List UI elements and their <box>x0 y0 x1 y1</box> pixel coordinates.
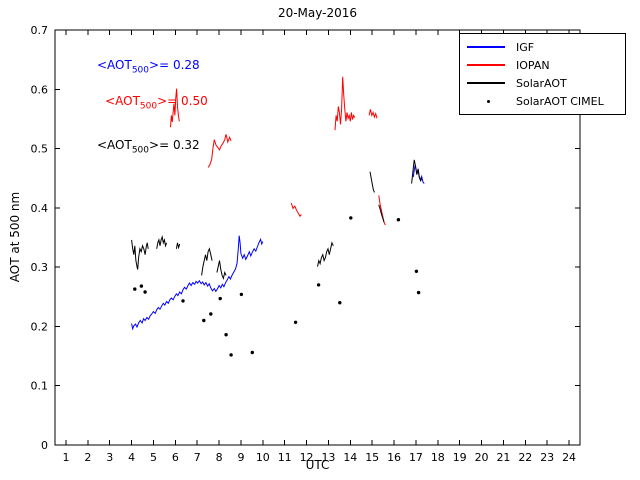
legend-entry-label: IOPAN <box>516 58 550 72</box>
legend-marker-sample <box>467 99 509 103</box>
data-point <box>349 216 353 220</box>
data-line-segment <box>170 88 180 128</box>
data-line-segment <box>131 235 264 331</box>
data-point <box>293 320 298 324</box>
x-tick-label: 13 <box>321 451 335 464</box>
x-tick-label: 3 <box>106 451 113 464</box>
x-tick-label: 23 <box>540 451 554 464</box>
y-tick-label: 0.3 <box>31 261 49 274</box>
y-tick-label: 0.7 <box>31 24 49 37</box>
data-line-segment <box>369 171 375 193</box>
legend-entry-label: IGF <box>516 40 535 54</box>
x-tick-label: 19 <box>453 451 467 464</box>
series-solaraot-cimel <box>133 216 421 357</box>
mean-aot-iopan: <AOT500>= 0.50 <box>105 94 208 112</box>
data-line-segment <box>175 242 181 250</box>
x-tick-label: 10 <box>256 451 270 464</box>
x-tick-label: 12 <box>300 451 314 464</box>
x-axis-label: UTC <box>305 458 330 472</box>
y-axis: 0 0.1 0.2 0.3 0.4 0.5 0.6 0.7 <box>31 24 580 452</box>
x-tick-label: 5 <box>150 451 157 464</box>
data-point <box>133 287 137 291</box>
x-axis: 1 2 3 4 5 6 7 8 9 10 11 12 13 14 15 16 17 18 19 20 21 22 23 24 <box>62 30 576 464</box>
data-point <box>239 292 244 297</box>
data-line-segment <box>368 109 378 119</box>
series-solaraot <box>131 159 423 281</box>
x-tick-label: 17 <box>409 451 423 464</box>
x-tick-label: 22 <box>518 451 532 464</box>
y-tick-label: 0.4 <box>31 202 49 215</box>
data-line-segment <box>131 239 149 270</box>
legend-entry: SolarAOT <box>460 74 625 92</box>
data-line-segment <box>201 247 213 276</box>
legend-line-sample <box>467 64 509 66</box>
x-tick-label: 11 <box>278 451 292 464</box>
data-line-segment <box>378 195 386 226</box>
y-tick-label: 0.6 <box>31 83 49 96</box>
data-point <box>209 312 213 316</box>
data-line-segment <box>411 159 423 184</box>
data-point <box>338 301 342 305</box>
x-tick-label: 15 <box>365 451 379 464</box>
x-tick-label: 20 <box>475 451 489 464</box>
data-point <box>229 353 233 357</box>
x-tick-label: 18 <box>431 451 445 464</box>
x-tick-label: 2 <box>84 451 91 464</box>
data-line-segment <box>290 202 302 218</box>
legend-entry: IGF <box>460 38 625 56</box>
data-point <box>181 299 185 303</box>
data-line-segment <box>156 235 168 249</box>
data-line-segment <box>378 204 385 223</box>
data-point <box>316 283 321 287</box>
x-tick-label: 4 <box>128 451 135 464</box>
x-tick-label: 24 <box>562 451 576 464</box>
series-iopan <box>170 76 386 226</box>
legend-line-sample <box>467 46 509 48</box>
y-tick-label: 0.5 <box>31 143 49 156</box>
data-point <box>396 218 401 222</box>
legend-entry-label: SolarAOT <box>516 76 567 90</box>
data-line-segment <box>216 260 227 281</box>
y-tick-label: 0 <box>41 439 48 452</box>
chart-title: 20-May-2016 <box>277 6 358 20</box>
y-tick-label: 0.1 <box>31 380 49 393</box>
data-point <box>224 333 228 337</box>
data-line-segment <box>334 76 356 131</box>
mean-aot-igf: <AOT500>= 0.28 <box>97 57 200 75</box>
legend-line-sample <box>467 82 509 84</box>
legend-entry: IOPAN <box>460 56 625 74</box>
x-tick-label: 9 <box>237 451 244 464</box>
data-point <box>143 290 147 294</box>
x-tick-label: 1 <box>62 451 69 464</box>
y-tick-label: 0.2 <box>31 320 49 333</box>
data-point <box>139 284 144 288</box>
data-line-segment <box>317 241 334 267</box>
x-tick-label: 7 <box>194 451 201 464</box>
legend: IGF IOPAN SolarAOT SolarAOT CIMEL <box>459 33 626 115</box>
data-point <box>250 350 254 355</box>
legend-entry-label: SolarAOT CIMEL <box>516 94 604 108</box>
data-point <box>218 296 222 301</box>
x-tick-label: 6 <box>172 451 179 464</box>
legend-entry: SolarAOT CIMEL <box>460 92 625 110</box>
data-point <box>202 318 206 323</box>
mean-aot-solaraot: <AOT500>= 0.32 <box>97 137 200 155</box>
data-line-segment <box>207 134 232 168</box>
x-tick-label: 21 <box>496 451 510 464</box>
x-tick-label: 16 <box>387 451 401 464</box>
y-axis-label: AOT at 500 nm <box>8 191 22 283</box>
x-tick-label: 8 <box>216 451 223 464</box>
x-tick-label: 14 <box>343 451 357 464</box>
data-point <box>416 290 421 295</box>
data-point <box>414 269 419 273</box>
